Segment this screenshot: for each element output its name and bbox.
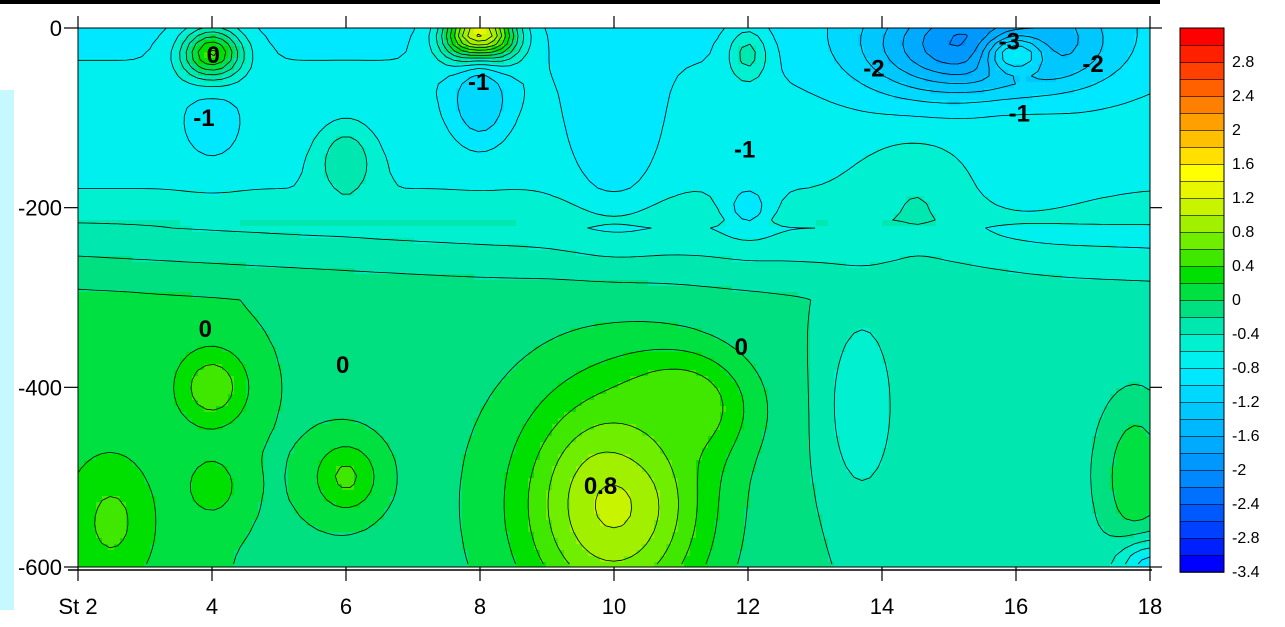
color-scale-swatch xyxy=(1180,45,1224,63)
color-scale-label: 0.4 xyxy=(1232,258,1254,275)
color-scale-swatch xyxy=(1180,453,1224,471)
contour-label: 0 xyxy=(207,42,220,69)
color-scale-label: 0.8 xyxy=(1232,224,1254,241)
color-scale-label: 2.4 xyxy=(1232,88,1254,105)
color-scale-label: 1.6 xyxy=(1232,156,1254,173)
color-scale-swatch xyxy=(1180,215,1224,233)
x-tick-label: 12 xyxy=(736,594,760,619)
x-tick-label: 16 xyxy=(1004,594,1028,619)
color-scale-label: -2 xyxy=(1232,462,1246,479)
color-scale-label: -0.8 xyxy=(1232,360,1260,377)
color-scale-swatch xyxy=(1180,334,1224,352)
color-scale-bar: 2.8 2.4 2 1.6 1.2 0.8 0.4 0 -0.4 -0.8 -1.2 -1.6 -2 -2… xyxy=(1180,28,1260,581)
color-scale-swatch xyxy=(1180,300,1224,318)
color-scale-label: -1.2 xyxy=(1232,394,1260,411)
contour-label: 0 xyxy=(199,316,212,343)
contour-label: -1 xyxy=(468,69,489,96)
contour-label: -2 xyxy=(1082,51,1103,78)
color-scale-swatch xyxy=(1180,521,1224,539)
x-tick-label: 14 xyxy=(870,594,894,619)
color-scale-swatch xyxy=(1180,419,1224,437)
color-scale-swatch xyxy=(1180,470,1224,488)
y-tick-label: 0 xyxy=(50,16,62,41)
y-tick-label: -600 xyxy=(18,555,62,580)
color-scale-label: -1.6 xyxy=(1232,428,1260,445)
x-tick-label: 8 xyxy=(474,594,486,619)
contour-label: 0 xyxy=(735,334,748,361)
color-scale-swatch xyxy=(1180,181,1224,199)
contour-plot-area: 0 -1 -1 -2 -3 -2 -1 -1 0 0 0 0.8 xyxy=(78,28,1150,567)
color-scale-swatch xyxy=(1180,28,1224,46)
color-scale-swatch xyxy=(1180,249,1224,267)
left-panel-edge xyxy=(0,90,14,610)
contour-label: -3 xyxy=(999,28,1020,55)
contour-label: -1 xyxy=(193,105,214,132)
contour-label: -1 xyxy=(1009,100,1030,127)
color-scale-label: 1.2 xyxy=(1232,190,1254,207)
color-scale-swatch xyxy=(1180,487,1224,505)
color-scale-swatch xyxy=(1180,266,1224,284)
color-scale-swatch xyxy=(1180,232,1224,250)
color-scale-swatch xyxy=(1180,368,1224,386)
color-scale-label: 0 xyxy=(1232,292,1241,309)
color-scale-label: -2.8 xyxy=(1232,530,1260,547)
x-tick-label: 10 xyxy=(602,594,626,619)
color-scale-swatch xyxy=(1180,283,1224,301)
x-tick-label: 18 xyxy=(1138,594,1162,619)
color-scale-swatch xyxy=(1180,79,1224,97)
color-scale-label: 2 xyxy=(1232,122,1241,139)
color-scale-swatch xyxy=(1180,198,1224,216)
color-scale-swatch xyxy=(1180,164,1224,182)
contour-label: 0.8 xyxy=(584,473,617,500)
color-scale-label: 2.8 xyxy=(1232,54,1254,71)
color-scale-label: -0.4 xyxy=(1232,326,1260,343)
y-tick-label: -400 xyxy=(18,375,62,400)
color-scale-swatch xyxy=(1180,555,1224,573)
color-scale-swatch xyxy=(1180,147,1224,165)
color-scale-swatch xyxy=(1180,436,1224,454)
color-scale-swatch xyxy=(1180,62,1224,80)
color-scale-swatch xyxy=(1180,504,1224,522)
color-scale-swatch xyxy=(1180,402,1224,420)
x-tick-label: St 2 xyxy=(58,594,97,619)
color-scale-swatch xyxy=(1180,130,1224,148)
color-scale-swatch xyxy=(1180,351,1224,369)
y-tick-label: -200 xyxy=(18,196,62,221)
color-scale-swatch xyxy=(1180,96,1224,114)
contour-label: 0 xyxy=(336,352,349,379)
color-scale-label: -3.4 xyxy=(1232,564,1260,581)
contour-label: -1 xyxy=(734,136,755,163)
contour-label: -2 xyxy=(863,55,884,82)
color-scale-swatch xyxy=(1180,113,1224,131)
color-scale-swatch xyxy=(1180,385,1224,403)
x-tick-label: 6 xyxy=(340,594,352,619)
color-scale-label: -2.4 xyxy=(1232,496,1260,513)
x-tick-label: 4 xyxy=(206,594,218,619)
top-border-line xyxy=(0,0,1160,4)
color-scale-swatch xyxy=(1180,317,1224,335)
color-scale-swatch xyxy=(1180,538,1224,556)
